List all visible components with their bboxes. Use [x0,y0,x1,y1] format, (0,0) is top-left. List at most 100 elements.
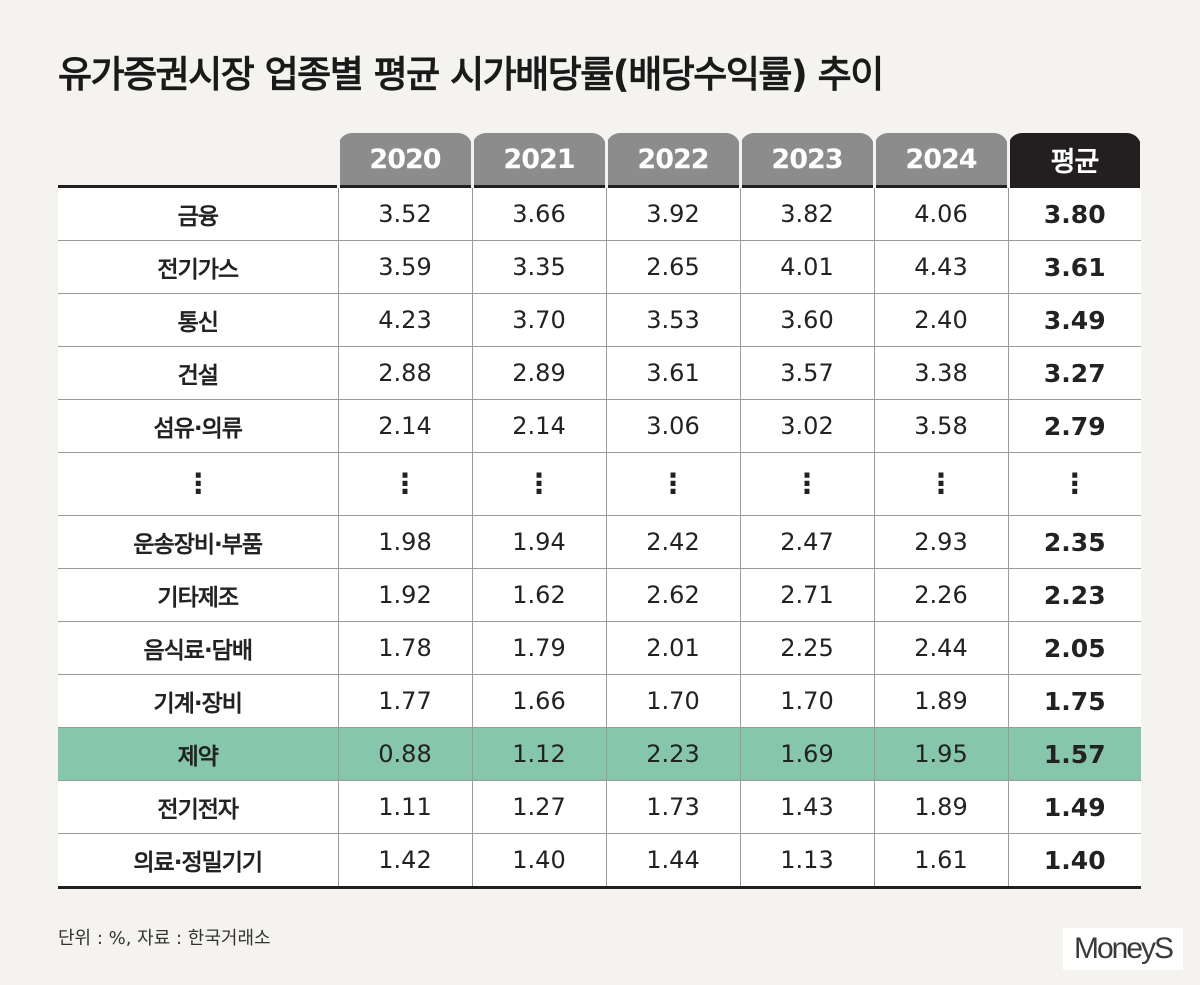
value-cell: ⋮ [873,452,1009,516]
value-cell: ⋮ [471,452,607,516]
row-label: 기타제조 [58,568,339,622]
value-cell: 1.27 [471,780,607,834]
average-cell: 1.75 [1007,674,1141,728]
value-cell: 1.92 [337,568,473,622]
value-cell: 2.23 [605,727,741,781]
value-cell: 1.40 [471,833,607,889]
average-cell: 2.35 [1007,515,1141,569]
value-cell: 3.92 [605,185,741,241]
value-cell: ⋮ [337,452,473,516]
row-label: 전기전자 [58,780,339,834]
table-row: 전기가스 3.59 3.35 2.65 4.01 4.43 3.61 [58,240,1141,294]
table-row: 전기전자 1.11 1.27 1.73 1.43 1.89 1.49 [58,780,1141,834]
table-row: 금융 3.52 3.66 3.92 3.82 4.06 3.80 [58,185,1141,241]
value-cell: 1.89 [873,780,1009,834]
value-cell: 1.13 [739,833,875,889]
value-cell: 1.62 [471,568,607,622]
value-cell: 2.26 [873,568,1009,622]
value-cell: 1.89 [873,674,1009,728]
value-cell: 1.11 [337,780,473,834]
footnote-source: 단위 : %, 자료 : 한국거래소 [58,928,271,949]
row-label: 의료·정밀기기 [58,833,339,889]
value-cell: 3.59 [337,240,473,294]
average-cell: 1.49 [1007,780,1141,834]
average-cell: 3.49 [1007,293,1141,347]
value-cell: 4.06 [873,185,1009,241]
row-label: 제약 [58,727,339,781]
value-cell: 1.77 [337,674,473,728]
average-cell: 2.05 [1007,621,1141,675]
value-cell: 1.69 [739,727,875,781]
value-cell: 3.06 [605,399,741,453]
average-cell: 3.80 [1007,185,1141,241]
value-cell: 1.79 [471,621,607,675]
dividend-yield-table: 2020 2021 2022 2023 2024 평균 금융 3.52 3.66 3.92 3.8… [58,133,1143,889]
table-row: 섬유·의류 2.14 2.14 3.06 3.02 3.58 2.79 [58,399,1141,453]
value-cell: 3.02 [739,399,875,453]
value-cell: 3.58 [873,399,1009,453]
table-row: 운송장비·부품 1.98 1.94 2.42 2.47 2.93 2.35 [58,515,1141,569]
row-label: ⋮ [58,452,339,516]
value-cell: 4.43 [873,240,1009,294]
value-cell: 2.44 [873,621,1009,675]
average-cell: ⋮ [1007,452,1141,516]
column-header-average: 평균 [1006,133,1143,187]
value-cell: 2.65 [605,240,741,294]
value-cell: 4.23 [337,293,473,347]
row-label: 통신 [58,293,339,347]
row-label: 기계·장비 [58,674,339,728]
value-cell: 3.52 [337,185,473,241]
table-row: 통신 4.23 3.70 3.53 3.60 2.40 3.49 [58,293,1141,347]
table-body: 금융 3.52 3.66 3.92 3.82 4.06 3.80 전기가스 3.59 3.35 2.… [58,185,1141,889]
table-row: 기계·장비 1.77 1.66 1.70 1.70 1.89 1.75 [58,674,1141,728]
value-cell: 2.47 [739,515,875,569]
value-cell: 2.88 [337,346,473,400]
value-cell: 3.57 [739,346,875,400]
row-label: 운송장비·부품 [58,515,339,569]
row-label: 건설 [58,346,339,400]
value-cell: 2.71 [739,568,875,622]
average-cell: 2.23 [1007,568,1141,622]
value-cell: 3.61 [605,346,741,400]
value-cell: 3.38 [873,346,1009,400]
column-header-2023: 2023 [738,133,876,187]
value-cell: 1.78 [337,621,473,675]
row-label: 섬유·의류 [58,399,339,453]
value-cell: 2.42 [605,515,741,569]
value-cell: 1.42 [337,833,473,889]
row-label: 음식료·담배 [58,621,339,675]
moneys-logo: MoneyS [1063,928,1183,970]
value-cell: 1.12 [471,727,607,781]
table-row: 기타제조 1.92 1.62 2.62 2.71 2.26 2.23 [58,568,1141,622]
value-cell: 1.43 [739,780,875,834]
value-cell: 1.95 [873,727,1009,781]
column-header-2021: 2021 [470,133,608,187]
value-cell: 3.60 [739,293,875,347]
table-row: 제약 0.88 1.12 2.23 1.69 1.95 1.57 [58,727,1141,781]
value-cell: 3.70 [471,293,607,347]
row-label: 전기가스 [58,240,339,294]
value-cell: 0.88 [337,727,473,781]
value-cell: 4.01 [739,240,875,294]
value-cell: 1.94 [471,515,607,569]
average-cell: 1.40 [1007,833,1141,889]
header-row: 2020 2021 2022 2023 2024 평균 [58,133,1143,187]
value-cell: 3.66 [471,185,607,241]
value-cell: 1.44 [605,833,741,889]
table-row: ⋮ ⋮ ⋮ ⋮ ⋮ ⋮ ⋮ [58,452,1141,516]
value-cell: 1.61 [873,833,1009,889]
row-label: 금융 [58,185,339,241]
column-header-2024: 2024 [872,133,1010,187]
average-cell: 3.61 [1007,240,1141,294]
value-cell: ⋮ [605,452,741,516]
value-cell: 2.40 [873,293,1009,347]
table-row: 음식료·담배 1.78 1.79 2.01 2.25 2.44 2.05 [58,621,1141,675]
value-cell: 2.14 [471,399,607,453]
value-cell: 1.70 [605,674,741,728]
value-cell: 2.89 [471,346,607,400]
column-header-2022: 2022 [604,133,742,187]
value-cell: 1.98 [337,515,473,569]
value-cell: ⋮ [739,452,875,516]
value-cell: 2.93 [873,515,1009,569]
chart-title: 유가증권시장 업종별 평균 시가배당률(배당수익률) 추이 [58,53,884,96]
